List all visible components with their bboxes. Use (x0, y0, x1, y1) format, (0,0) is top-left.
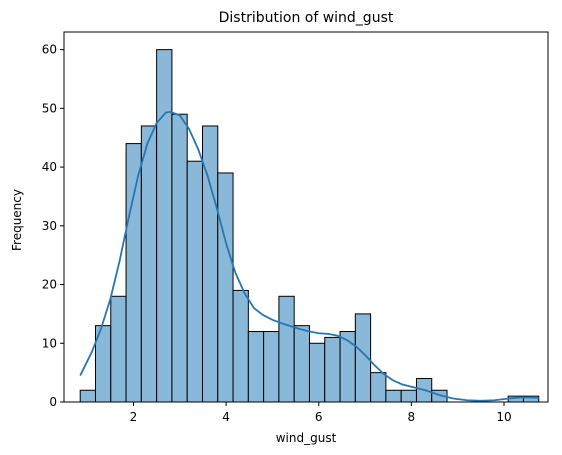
x-tick-label: 8 (408, 410, 416, 424)
histogram-bar-9 (217, 172, 234, 403)
x-tick-label: 4 (222, 410, 230, 424)
histogram-bar-16 (324, 336, 341, 403)
x-tick-label: 2 (130, 410, 138, 424)
histogram-bar-6 (171, 113, 188, 403)
histogram-bar-20 (385, 389, 402, 403)
chart-title: Distribution of wind_gust (219, 10, 394, 26)
x-tick-label: 6 (315, 410, 323, 424)
histogram-bar-17 (339, 331, 356, 403)
y-tick-label: 60 (42, 43, 57, 57)
y-tick-label: 20 (42, 278, 57, 292)
histogram-bars (79, 49, 540, 403)
histogram-bar-15 (308, 342, 326, 403)
histogram-bar-14 (293, 325, 310, 403)
histogram-bar-3 (125, 143, 142, 403)
kde-line (79, 110, 539, 402)
histogram-bar-12 (263, 331, 280, 403)
histogram-bar-2 (110, 295, 127, 403)
x-axis-ticks: 2 4 6 8 10 (130, 402, 512, 424)
y-tick-label: 0 (49, 395, 57, 409)
y-tick-label: 10 (42, 336, 57, 350)
y-tick-label: 30 (42, 219, 57, 233)
x-tick-label: 10 (496, 410, 511, 424)
y-axis-ticks: 0 10 20 30 40 50 60 (42, 43, 64, 409)
histogram-bar-7 (186, 160, 203, 403)
histogram-bar-10 (232, 289, 249, 403)
histogram-bar-5 (156, 49, 173, 403)
histogram-bar-21 (400, 389, 417, 403)
y-axis-label: Frequency (10, 189, 24, 251)
y-tick-label: 50 (42, 101, 57, 115)
histogram-bar-11 (247, 331, 265, 403)
histogram-bar-19 (370, 372, 387, 403)
histogram-bar-13 (278, 295, 295, 403)
histogram-bar-4 (140, 125, 158, 403)
histogram-bar-0 (79, 389, 96, 403)
x-axis-label: wind_gust (276, 431, 337, 445)
y-tick-label: 40 (42, 160, 57, 174)
plot-frame (63, 31, 549, 403)
